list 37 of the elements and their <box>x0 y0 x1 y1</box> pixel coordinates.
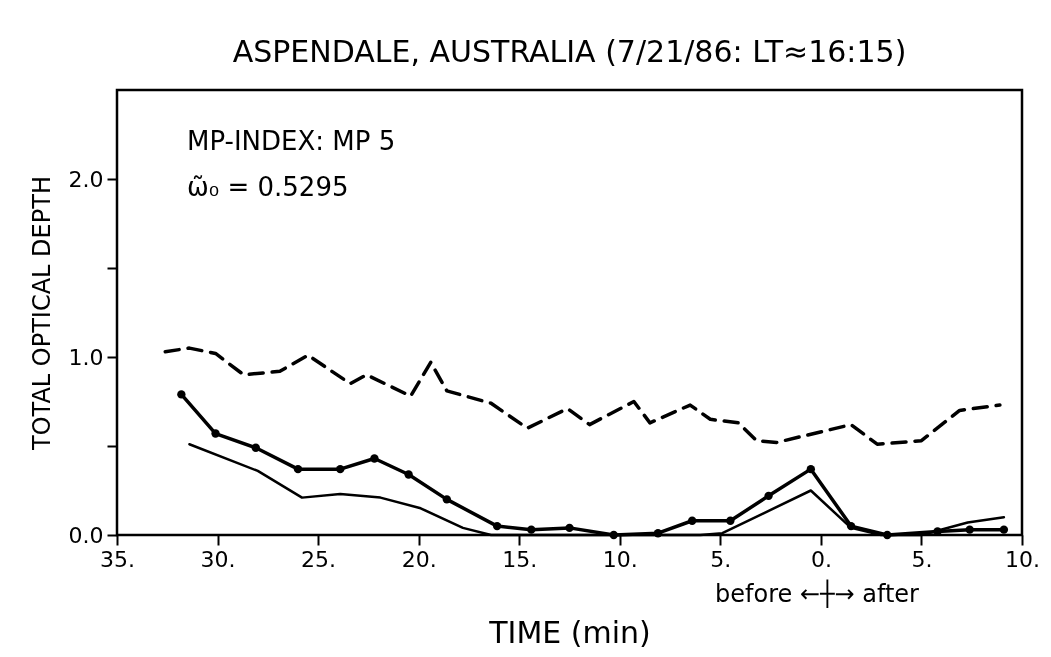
annotation: MP-INDEX: MP 5 <box>187 126 396 156</box>
point <box>211 429 220 438</box>
text: before ←┼→ after <box>715 579 920 608</box>
x-tick-label: 30. <box>200 546 236 572</box>
x-tick-label: 20. <box>401 546 437 572</box>
y-tick-label: 2.0 <box>68 166 104 192</box>
point <box>336 464 345 474</box>
point <box>726 516 735 525</box>
point <box>764 491 773 501</box>
x-tick-label: 5. <box>710 546 732 572</box>
point <box>965 525 974 534</box>
x-tick-label: 25. <box>301 546 337 572</box>
y-tick-label: 1.0 <box>68 344 104 370</box>
point <box>687 516 697 525</box>
x-tick-label: 5. <box>911 546 933 572</box>
x-tick-label: 15. <box>502 546 538 572</box>
point <box>177 390 186 399</box>
x-tick-label: 0. <box>810 546 832 572</box>
x-tick-label: 10. <box>602 546 638 572</box>
x-tick-label: 35. <box>100 546 135 572</box>
point <box>404 470 413 479</box>
chart-title: ASPENDALE, AUSTRALIA (7/21/86: LT≈16:15) <box>232 34 907 69</box>
point <box>999 525 1009 534</box>
annotation: ω̃₀ = 0.5295 <box>187 172 349 202</box>
y-axis-title: TOTAL OPTICAL DEPTH <box>27 176 56 451</box>
x-axis-title: TIME (min) <box>488 614 651 650</box>
point <box>370 454 379 463</box>
y-tick-label: 0.0 <box>68 522 104 548</box>
point <box>442 495 452 504</box>
point <box>251 443 260 452</box>
point <box>527 525 536 534</box>
point <box>293 464 303 474</box>
point <box>565 523 574 533</box>
line-series <box>163 346 1002 446</box>
point <box>492 521 502 531</box>
x-tick-label: 10. <box>1005 546 1040 572</box>
point <box>806 464 816 474</box>
